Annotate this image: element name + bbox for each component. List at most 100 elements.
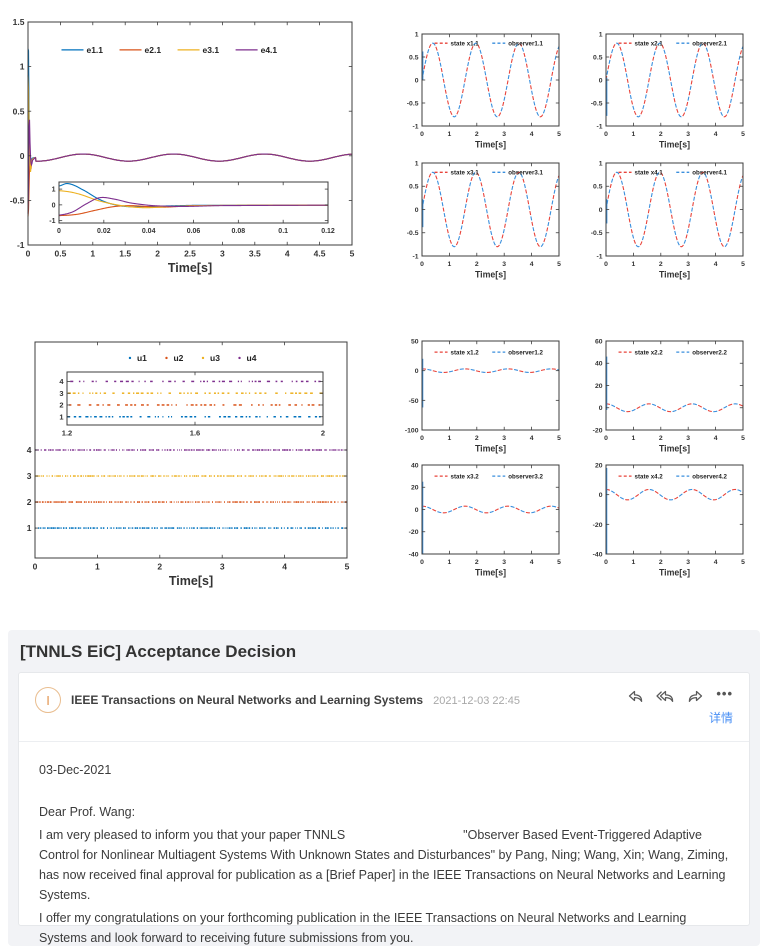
body-paragraph-2: I offer my congratulations on your forth…: [39, 910, 687, 945]
svg-text:Time[s]: Time[s]: [659, 444, 690, 454]
svg-text:4: 4: [285, 249, 290, 259]
svg-text:state x1.1: state x1.1: [451, 40, 480, 47]
svg-text:3: 3: [59, 389, 63, 398]
reply-all-icon: [656, 690, 675, 707]
svg-text:u4: u4: [247, 353, 257, 363]
details-link[interactable]: 详情: [708, 711, 733, 725]
svg-text:u2: u2: [173, 353, 183, 363]
svg-text:Time[s]: Time[s]: [168, 261, 212, 275]
svg-text:observer4.2: observer4.2: [692, 473, 727, 480]
paragraph-1-after-gap: "Observer Based Event-Triggered Adaptive…: [39, 827, 729, 903]
svg-text:3: 3: [686, 435, 690, 442]
svg-text:1: 1: [448, 131, 452, 138]
paragraph-1-before-gap: I am very pleased to inform you that you…: [39, 827, 346, 842]
body-paragraph-1: I am very pleased to inform you that you…: [39, 825, 729, 906]
svg-text:5: 5: [350, 249, 355, 259]
svg-text:50: 50: [411, 338, 419, 345]
svg-text:-20: -20: [593, 427, 603, 434]
svg-text:0: 0: [599, 492, 603, 499]
svg-text:0: 0: [20, 151, 25, 161]
svg-text:-1: -1: [412, 123, 418, 130]
svg-text:5: 5: [557, 559, 561, 566]
forward-icon: [687, 690, 704, 707]
state-observer-x4-2-chart: 0 1 2 3 4 5 -40 -20 0 20 Time[s] state x4.2 observer…: [568, 452, 760, 580]
svg-text:3: 3: [502, 261, 506, 268]
svg-text:observer2.1: observer2.1: [692, 40, 727, 47]
svg-text:3.5: 3.5: [249, 249, 261, 259]
svg-text:1: 1: [448, 435, 452, 442]
svg-text:0.5: 0.5: [409, 54, 419, 61]
svg-text:2: 2: [475, 435, 479, 442]
svg-text:2: 2: [475, 131, 479, 138]
svg-text:4.5: 4.5: [314, 249, 326, 259]
svg-text:20: 20: [411, 485, 419, 492]
svg-text:5: 5: [741, 261, 745, 268]
svg-text:e3.1: e3.1: [203, 45, 220, 55]
svg-text:5: 5: [741, 435, 745, 442]
svg-text:5: 5: [741, 559, 745, 566]
svg-text:1: 1: [448, 261, 452, 268]
svg-text:5: 5: [345, 562, 350, 572]
tracking-errors-chart: 0 0.5 1 1.5 2 2.5 3 3.5 4 4.5 5 -1 -0.5 0 0.5 1 1.5 Time[…: [0, 0, 384, 300]
svg-text:0.04: 0.04: [142, 228, 156, 235]
svg-text:0: 0: [604, 131, 608, 138]
svg-text:0: 0: [599, 207, 603, 214]
svg-text:3: 3: [502, 559, 506, 566]
more-actions-button[interactable]: •••: [716, 686, 733, 705]
svg-text:e1.1: e1.1: [86, 45, 103, 55]
svg-text:0: 0: [604, 559, 608, 566]
svg-text:0: 0: [599, 405, 603, 412]
email-card: I IEEE Transactions on Neural Networks a…: [18, 672, 750, 945]
svg-text:1.6: 1.6: [190, 429, 200, 438]
svg-text:4: 4: [59, 377, 64, 386]
svg-text:1: 1: [632, 435, 636, 442]
svg-text:0: 0: [420, 435, 424, 442]
svg-text:-1: -1: [17, 240, 25, 250]
svg-text:-1: -1: [412, 253, 418, 260]
svg-text:3: 3: [502, 435, 506, 442]
svg-text:Time[s]: Time[s]: [475, 270, 506, 280]
email-subject: [TNNLS EiC] Acceptance Decision: [20, 642, 297, 661]
svg-text:state x3.1: state x3.1: [451, 170, 480, 177]
svg-text:5: 5: [557, 435, 561, 442]
svg-text:state x1.2: state x1.2: [451, 349, 480, 356]
svg-text:state x2.1: state x2.1: [635, 40, 664, 47]
svg-text:-1: -1: [596, 123, 602, 130]
svg-text:1: 1: [59, 412, 63, 421]
svg-text:state x3.2: state x3.2: [451, 473, 480, 480]
forward-button[interactable]: [687, 688, 704, 704]
svg-text:4: 4: [27, 445, 32, 455]
svg-text:2: 2: [155, 249, 160, 259]
simulation-figures: 0 0.5 1 1.5 2 2.5 3 3.5 4 4.5 5 -1 -0.5 0 0.5 1 1.5 Time[…: [0, 0, 760, 588]
svg-text:2: 2: [59, 401, 63, 410]
svg-text:1: 1: [415, 160, 419, 167]
svg-text:3: 3: [502, 131, 506, 138]
svg-text:2: 2: [321, 429, 325, 438]
svg-text:-20: -20: [593, 522, 603, 529]
svg-text:2: 2: [475, 261, 479, 268]
svg-text:Time[s]: Time[s]: [659, 568, 690, 578]
svg-text:3: 3: [686, 559, 690, 566]
svg-text:2: 2: [659, 261, 663, 268]
svg-text:0: 0: [33, 562, 38, 572]
reply-all-button[interactable]: [656, 688, 675, 704]
svg-text:Time[s]: Time[s]: [475, 140, 506, 150]
svg-text:0.5: 0.5: [409, 184, 419, 191]
svg-text:0: 0: [604, 435, 608, 442]
state-observer-x4-1-chart: 0 1 2 3 4 5 -1 -0.5 0 0.5 1 Time[s] state x4.1 observ…: [568, 148, 760, 280]
state-observer-x1-2-chart: 0 1 2 3 4 5 -100 -50 0 50 Time[s] state x1.2 observe…: [384, 328, 576, 456]
svg-text:-0.5: -0.5: [10, 195, 25, 205]
svg-text:Time[s]: Time[s]: [659, 270, 690, 280]
svg-text:2: 2: [659, 559, 663, 566]
reply-button[interactable]: [627, 688, 644, 704]
svg-text:3: 3: [220, 562, 225, 572]
svg-text:e4.1: e4.1: [261, 45, 278, 55]
svg-text:Time[s]: Time[s]: [475, 444, 506, 454]
svg-text:3: 3: [27, 471, 32, 481]
svg-text:-50: -50: [409, 398, 419, 405]
svg-text:0.02: 0.02: [97, 228, 111, 235]
svg-text:u1: u1: [137, 353, 147, 363]
svg-text:4: 4: [530, 559, 534, 566]
svg-text:-0.5: -0.5: [591, 100, 603, 107]
